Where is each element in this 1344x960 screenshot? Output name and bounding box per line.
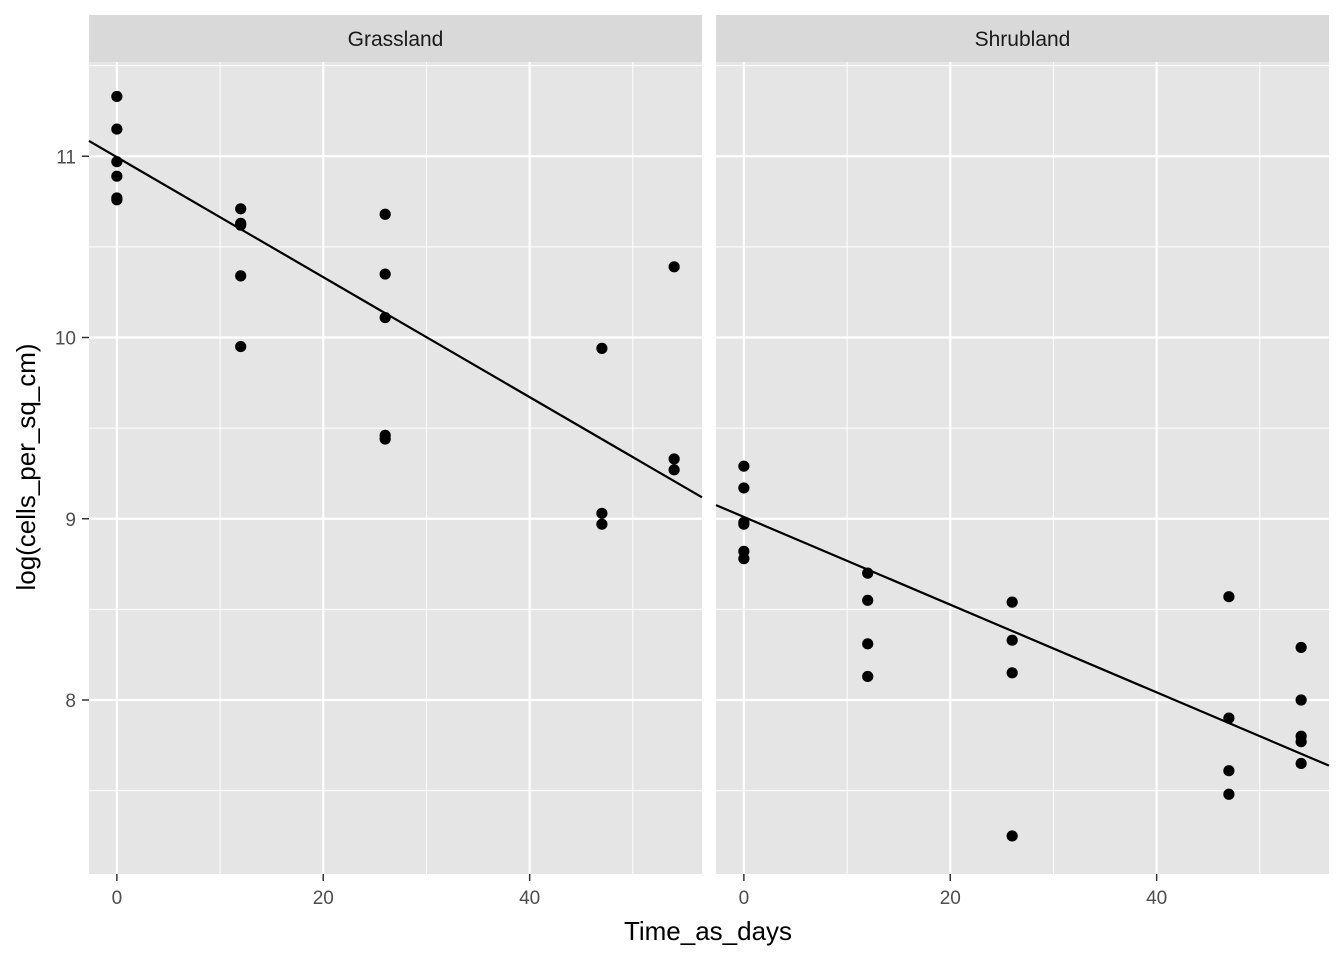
data-point xyxy=(379,433,391,445)
data-point xyxy=(1006,667,1018,679)
data-point xyxy=(738,482,750,494)
facet-strip xyxy=(89,15,702,62)
data-point xyxy=(111,123,123,135)
facet-panel-grassland: Grassland 0 20 40 xyxy=(88,15,703,909)
data-point xyxy=(1295,736,1307,748)
y-tick-label: 10 xyxy=(55,329,76,350)
data-point xyxy=(596,518,608,530)
data-point xyxy=(1223,712,1235,724)
data-point xyxy=(111,170,123,182)
x-tick-label: 20 xyxy=(940,888,961,909)
facet-panel-shrubland: Shrubland 0 20 40 xyxy=(715,15,1330,909)
data-point xyxy=(668,261,680,273)
data-point xyxy=(111,194,123,206)
y-tick-label: 9 xyxy=(65,510,76,531)
data-point xyxy=(379,208,391,220)
data-point xyxy=(596,507,608,519)
data-point xyxy=(379,268,391,280)
data-point xyxy=(738,553,750,565)
data-point xyxy=(1006,596,1018,608)
data-point xyxy=(596,342,608,354)
y-axis-title: log(cells_per_sq_cm) xyxy=(11,343,41,590)
data-point xyxy=(862,670,874,683)
data-point xyxy=(379,311,391,324)
x-axis-title: Time_as_days xyxy=(624,916,792,946)
data-point xyxy=(1295,641,1307,654)
regression-line xyxy=(88,140,703,499)
panel-background xyxy=(89,62,702,874)
facet-strip-label: Grassland xyxy=(348,28,444,51)
data-point xyxy=(668,453,680,465)
data-point xyxy=(668,464,680,476)
y-tick-label: 8 xyxy=(65,691,76,712)
data-point xyxy=(738,460,750,472)
data-point xyxy=(1295,757,1307,770)
data-point xyxy=(1006,830,1018,842)
x-tick-label: 0 xyxy=(112,888,123,909)
data-point xyxy=(862,638,874,650)
x-tick-label: 0 xyxy=(739,888,750,909)
data-point xyxy=(738,518,750,530)
panels: Grassland 0 20 40 Shrubland 0 20 40 xyxy=(88,15,1330,909)
data-point xyxy=(1223,788,1235,800)
data-point xyxy=(111,90,123,103)
data-point xyxy=(1223,591,1235,603)
x-tick-label: 40 xyxy=(519,888,540,909)
facet-strip-label: Shrubland xyxy=(975,28,1071,51)
data-point xyxy=(1295,694,1307,706)
data-point xyxy=(235,340,247,353)
facet-strip xyxy=(716,15,1329,62)
x-tick-label: 40 xyxy=(1146,888,1167,909)
data-point xyxy=(1223,765,1235,777)
data-point xyxy=(1006,634,1018,646)
data-point xyxy=(862,567,874,579)
y-tick-label: 11 xyxy=(56,147,76,168)
data-point xyxy=(111,156,123,168)
x-tick-label: 20 xyxy=(313,888,334,909)
panel-background xyxy=(716,62,1329,874)
data-point xyxy=(235,203,247,215)
data-point xyxy=(235,219,247,231)
data-point xyxy=(862,594,874,606)
data-point xyxy=(235,270,247,282)
